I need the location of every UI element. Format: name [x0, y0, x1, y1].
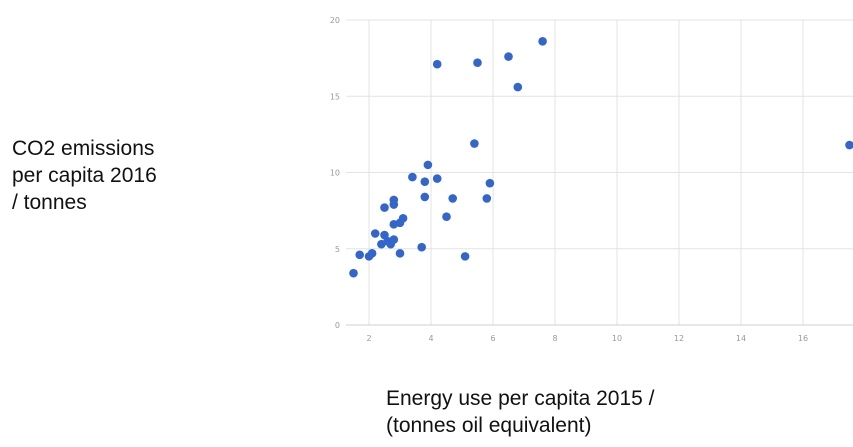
x-tick-label: 4	[428, 334, 433, 343]
data-point	[470, 139, 479, 148]
x-tick-label: 14	[736, 334, 746, 343]
data-point	[538, 37, 547, 46]
x-tick-label: 12	[674, 334, 684, 343]
data-point	[355, 250, 365, 260]
data-point	[420, 192, 430, 202]
y-axis-label: CO2 emissions per capita 2016 / tonnes	[12, 137, 157, 214]
data-point	[442, 212, 451, 222]
y-tick-label: 20	[330, 16, 340, 25]
data-point	[370, 229, 380, 238]
data-point	[349, 268, 358, 278]
data-point	[460, 252, 470, 261]
y-tick-label: 10	[330, 169, 340, 178]
y-tick-label: 5	[335, 245, 340, 254]
x-axis-label: Energy use per capita 2015 / (tonnes oil…	[386, 387, 655, 437]
data-point	[398, 213, 408, 223]
x-tick-label: 6	[490, 334, 495, 343]
data-point	[845, 140, 853, 150]
y-tick-label: 0	[335, 321, 340, 330]
data-point	[389, 235, 399, 244]
data-point	[408, 172, 417, 182]
data-point	[432, 174, 442, 183]
data-point	[417, 242, 427, 252]
x-tick-label: 10	[612, 334, 622, 343]
data-point	[448, 194, 458, 203]
data-point	[420, 177, 430, 186]
x-tick-label: 8	[552, 334, 557, 343]
data-point	[482, 194, 492, 203]
data-point	[513, 82, 523, 92]
x-tick-label: 2	[366, 334, 371, 343]
data-point	[367, 249, 377, 258]
data-point	[395, 249, 405, 258]
data-point	[380, 203, 389, 212]
x-tick-label: 16	[798, 334, 808, 343]
y-tick-label: 15	[330, 92, 340, 101]
data-point	[423, 160, 433, 170]
data-point	[432, 59, 442, 69]
data-point	[389, 195, 399, 205]
data-point	[504, 52, 513, 61]
data-point	[485, 178, 495, 188]
data-point	[473, 58, 482, 67]
